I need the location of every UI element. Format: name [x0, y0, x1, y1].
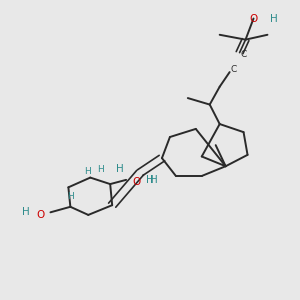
Text: H: H [84, 167, 91, 176]
Text: H: H [150, 175, 158, 185]
Text: H: H [146, 175, 154, 185]
Text: H: H [22, 207, 29, 217]
Text: H: H [116, 164, 124, 175]
Text: O: O [36, 210, 45, 220]
Text: C: C [230, 65, 237, 74]
Text: H: H [67, 192, 74, 201]
Text: C: C [240, 50, 247, 59]
Text: H: H [270, 14, 277, 23]
Text: O: O [249, 14, 258, 23]
Text: O: O [132, 178, 140, 188]
Text: H: H [97, 165, 104, 174]
